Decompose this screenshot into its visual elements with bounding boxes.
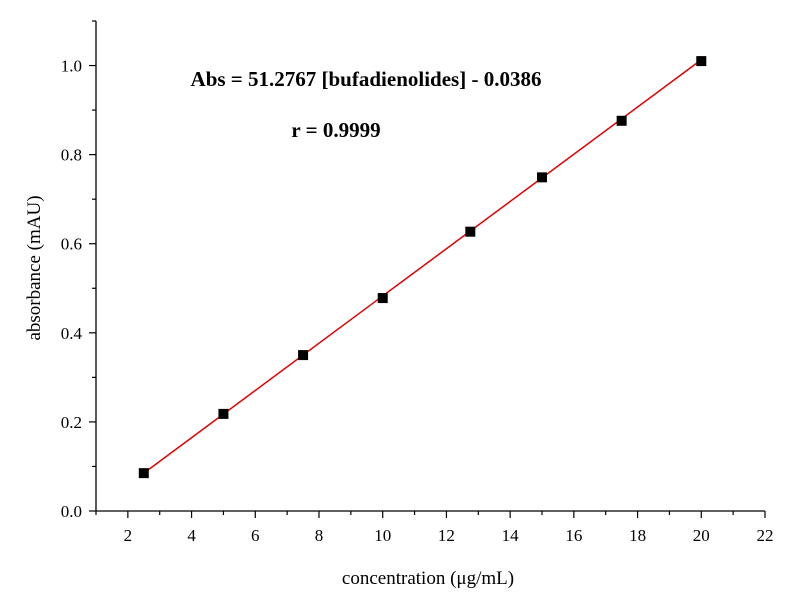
y-tick-label: 0.6 xyxy=(61,235,82,254)
x-tick-label: 22 xyxy=(757,526,774,545)
x-tick-label: 6 xyxy=(251,526,260,545)
x-tick-label: 4 xyxy=(187,526,196,545)
x-tick-label: 14 xyxy=(502,526,520,545)
equation-annotation: Abs = 51.2767 [bufadienolides] - 0.0386 xyxy=(191,67,542,91)
x-tick-label: 10 xyxy=(374,526,391,545)
data-point xyxy=(298,350,309,361)
y-axis-title: absorbance (mAU) xyxy=(24,195,45,340)
data-point xyxy=(377,293,388,304)
data-point xyxy=(537,172,547,183)
y-tick-label: 1.0 xyxy=(61,57,82,76)
y-tick-label: 0.0 xyxy=(61,502,82,521)
y-tick-label: 0.2 xyxy=(61,413,82,432)
x-tick-label: 18 xyxy=(629,526,646,545)
y-tick-label: 0.4 xyxy=(61,324,83,343)
data-point xyxy=(218,408,229,419)
y-tick-label: 0.8 xyxy=(61,146,82,165)
data-points xyxy=(138,56,707,479)
data-point xyxy=(696,56,707,67)
fit-line-group xyxy=(143,59,702,474)
data-point xyxy=(465,226,476,237)
r-value-annotation: r = 0.9999 xyxy=(291,118,380,142)
x-tick-label: 16 xyxy=(565,526,582,545)
x-tick-label: 20 xyxy=(693,526,710,545)
x-tick-label: 12 xyxy=(438,526,455,545)
data-point xyxy=(616,115,627,126)
axes xyxy=(95,21,765,512)
data-point xyxy=(138,468,149,479)
x-tick-label: 2 xyxy=(124,526,133,545)
x-axis-title: concentration (μg/mL) xyxy=(342,568,514,589)
x-axis-ticks: 2 4 6 8 10 12 14 16 18 20 22 xyxy=(95,511,774,545)
x-tick-label: 8 xyxy=(315,526,324,545)
y-axis-ticks: 0.0 0.2 0.4 0.6 0.8 1.0 xyxy=(61,20,96,521)
regression-line xyxy=(143,59,702,474)
